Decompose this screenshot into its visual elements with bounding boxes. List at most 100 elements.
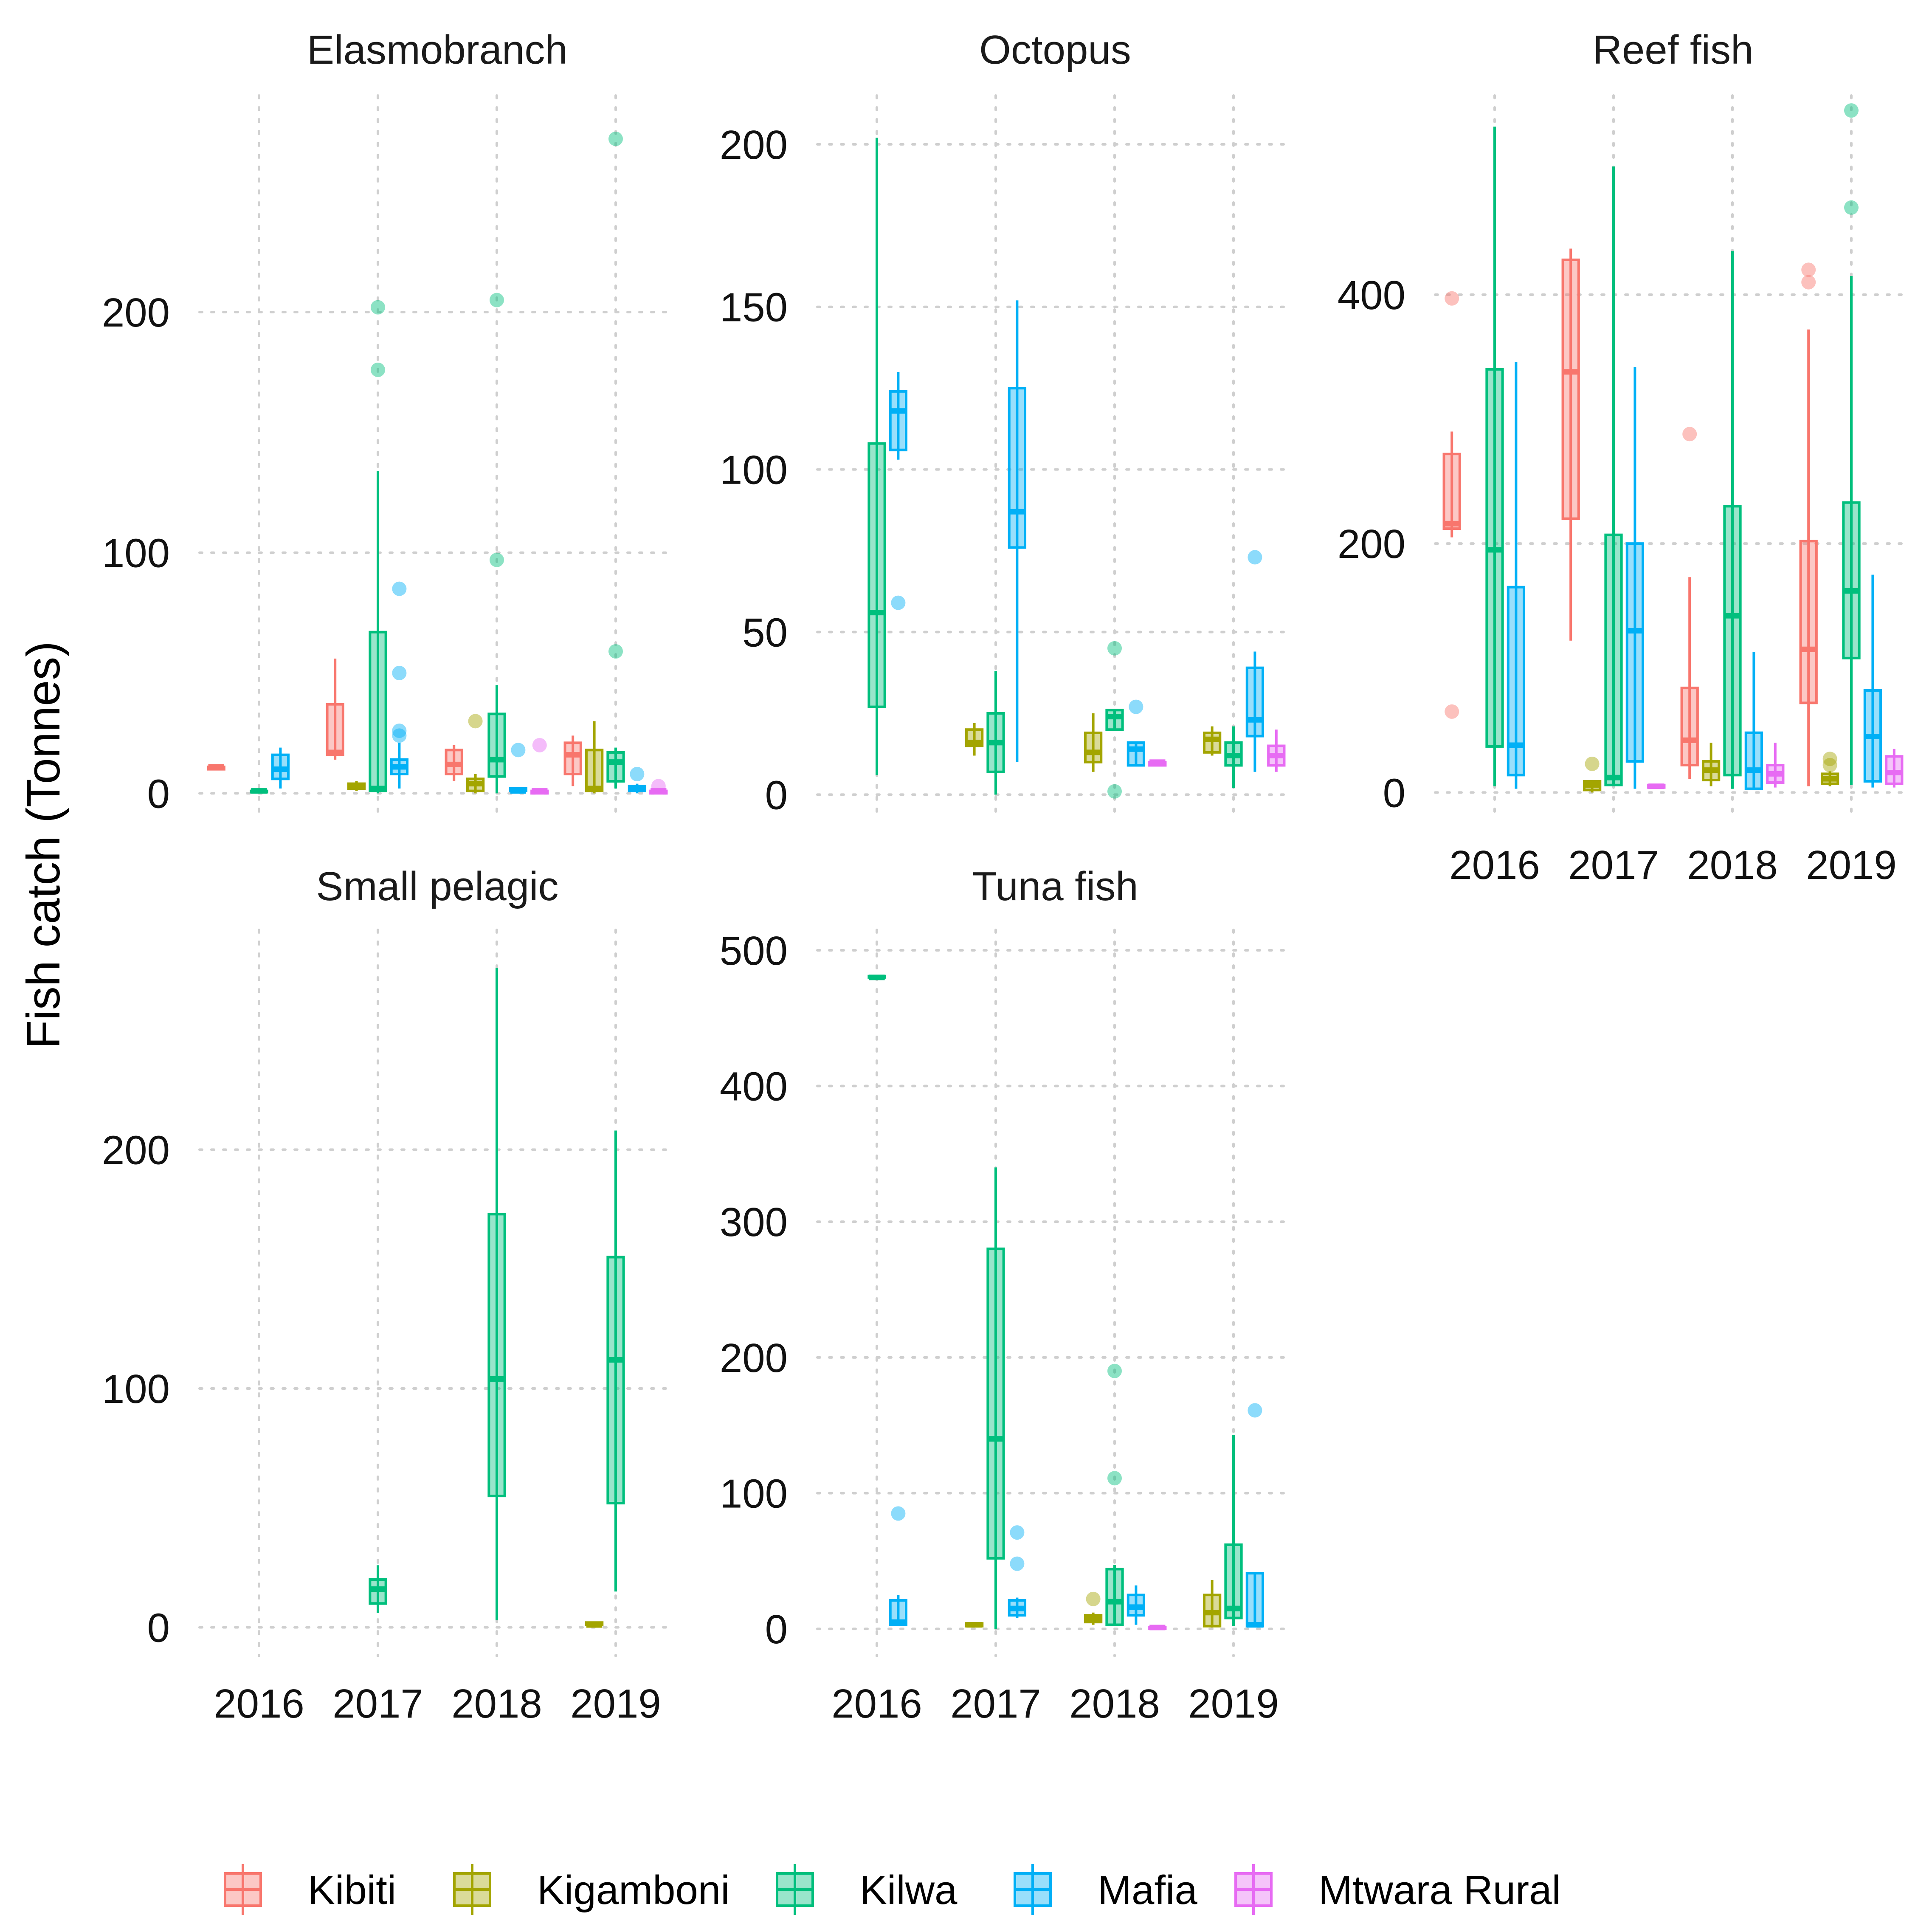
box-mtwara-rural-2017 (1647, 783, 1666, 789)
outlier-point (1822, 758, 1837, 772)
box-mafia-2019 (1863, 575, 1882, 788)
box-kigamboni-2018 (1084, 713, 1103, 772)
legend-label: Mafia (1098, 1867, 1197, 1913)
x-tick-label: 2019 (1806, 842, 1897, 888)
outlier-point (532, 738, 547, 752)
box-body (1442, 453, 1461, 530)
box-body (1105, 1568, 1124, 1626)
x-tick-label: 2019 (570, 1681, 661, 1726)
y-tick-label: 0 (765, 1607, 788, 1652)
box-kigamboni-2017 (1583, 756, 1602, 793)
box-kilwa-2017 (1604, 166, 1623, 786)
y-axis-label: Fish catch (Tonnes) (17, 641, 70, 1049)
y-tick-label: 0 (147, 1605, 170, 1651)
outlier-point (1585, 756, 1600, 771)
box-body (867, 442, 886, 708)
x-tick-label: 2019 (1188, 1681, 1279, 1726)
box-body (1625, 542, 1645, 763)
box-mtwara-rural-2019 (1885, 749, 1904, 788)
x-tick-label: 2018 (1687, 842, 1778, 888)
box-body (1105, 709, 1124, 731)
outlier-point (468, 714, 483, 729)
panel-small-pelagic: Small pelagic 0 100 200 2016 2017 2018 2019 (102, 864, 676, 1726)
box-body (1799, 540, 1818, 704)
outlier-point (1010, 1525, 1025, 1540)
box-mafia-2018 (1744, 652, 1763, 790)
outlier-point (371, 300, 385, 315)
outlier-point (1248, 550, 1262, 565)
y-tick-label: 400 (1338, 273, 1405, 318)
legend-item-kilwa: Kilwa (776, 1864, 958, 1915)
box-body (889, 390, 908, 451)
y-tick-label: 500 (720, 928, 788, 974)
outlier-point (1010, 1556, 1025, 1571)
panel-title: Small pelagic (316, 864, 559, 909)
box-kilwa-2016 (1485, 127, 1504, 786)
outlier-point (891, 1506, 906, 1521)
legend-label: Kilwa (860, 1867, 958, 1913)
y-tick-label: 200 (102, 1128, 170, 1173)
box-kilwa-2016 (250, 788, 268, 794)
panel-title: Elasmobranch (307, 27, 568, 73)
x-tick-label: 2016 (831, 1681, 922, 1726)
panel-reef-fish: Reef fish 0 200 400 2016 2017 2018 2019 (1338, 27, 1912, 888)
box-body (487, 713, 506, 778)
box-kilwa-2019 (1224, 726, 1243, 789)
box-mtwara-rural-2019 (649, 779, 668, 795)
y-tick-label: 200 (720, 122, 788, 168)
box-mtwara-rural-2019 (1267, 729, 1286, 772)
box-kilwa-2019 (1842, 103, 1861, 785)
outlier-point (511, 743, 526, 758)
outlier-point (1107, 1363, 1122, 1378)
box-kilwa-2018 (1105, 641, 1124, 799)
box-kibiti-2018 (1680, 427, 1699, 779)
outlier-point (1844, 103, 1859, 118)
box-kilwa-2018 (487, 293, 506, 794)
y-tick-label: 0 (1383, 770, 1405, 816)
box-body (1485, 368, 1504, 748)
legend: Kibiti Kigamboni Kilwa Mafia Mtwara Rural (224, 1864, 1561, 1915)
box-body (606, 751, 625, 783)
box-kibiti-2019 (563, 735, 582, 786)
y-tick-label: 100 (720, 1471, 788, 1516)
y-tick-label: 50 (742, 610, 788, 656)
box-kigamboni-2018 (1084, 1591, 1103, 1625)
outlier-point (1086, 1591, 1101, 1606)
x-tick-label: 2016 (1449, 842, 1540, 888)
box-mafia-2019 (1245, 1403, 1265, 1628)
box-body (585, 749, 604, 792)
box-body (1127, 741, 1146, 767)
x-tick-label: 2017 (1568, 842, 1659, 888)
box-kibiti-2017 (1561, 248, 1580, 641)
box-mafia-2018 (1127, 699, 1146, 767)
box-body (1744, 731, 1763, 790)
box-body (369, 631, 387, 792)
legend-item-mafia: Mafia (1014, 1864, 1197, 1915)
outlier-point (1844, 200, 1859, 215)
box-kibiti-2017 (326, 659, 344, 760)
box-kigamboni-2019 (585, 721, 604, 794)
box-kilwa-2017 (986, 671, 1005, 795)
box-body (1084, 731, 1103, 763)
y-tick-label: 200 (102, 290, 170, 335)
outlier-point (1129, 699, 1143, 714)
box-body (1604, 533, 1623, 786)
outlier-point (608, 644, 623, 659)
panel-elasmobranch: Elasmobranch 0 100 200 (102, 27, 676, 819)
panel-title: Tuna fish (972, 864, 1138, 909)
panel-title: Octopus (979, 27, 1131, 73)
box-kilwa-2016 (867, 138, 886, 775)
y-tick-label: 100 (102, 1366, 170, 1412)
outlier-point (490, 552, 504, 567)
box-kilwa-2018 (487, 968, 506, 1620)
box-kigamboni-2019 (585, 1621, 604, 1628)
outlier-point (891, 595, 906, 610)
box-body (606, 1256, 625, 1504)
box-mtwara-rural-2018 (1148, 759, 1167, 767)
outlier-point (392, 728, 407, 743)
box-mafia-2016 (1507, 362, 1526, 789)
box-body (1561, 258, 1580, 520)
box-mafia-2017 (390, 581, 409, 789)
box-body (986, 1248, 1005, 1560)
box-body (1723, 505, 1742, 777)
